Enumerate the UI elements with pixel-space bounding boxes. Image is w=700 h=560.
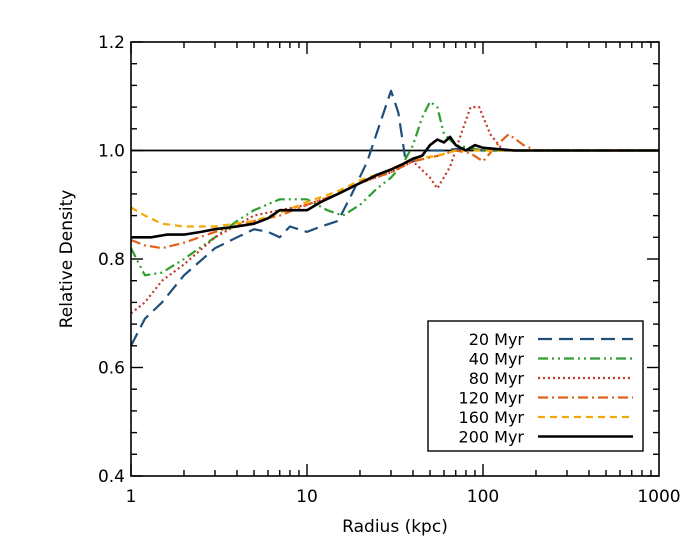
x-tick-label: 10: [296, 487, 318, 507]
legend-label: 80 Myr: [469, 369, 525, 388]
axis-tick-labels: 1 10 100 1000 0.4 0.6 0.8 1.0 1.2: [98, 33, 681, 507]
x-tick-label: 1000: [637, 487, 680, 507]
legend-label: 160 Myr: [459, 408, 525, 427]
y-tick-label: 0.4: [98, 467, 125, 487]
y-tick-label: 0.6: [98, 359, 125, 379]
y-tick-label: 1.2: [98, 33, 125, 53]
x-tick-label: 100: [467, 487, 499, 507]
y-tick-label: 0.8: [98, 250, 125, 270]
y-axis-title: Relative Density: [57, 190, 77, 329]
x-tick-label: 1: [126, 487, 137, 507]
series-group: [130, 89, 659, 347]
legend-box: [427, 320, 644, 452]
series-line-80-myr: [130, 106, 659, 315]
legend-label: 40 Myr: [469, 350, 525, 369]
series-line-20-myr: [130, 89, 659, 347]
legend-label: 20 Myr: [469, 330, 525, 349]
series-line-40-myr: [130, 100, 659, 277]
legend-label: 120 Myr: [459, 389, 525, 408]
legend-label: 200 Myr: [459, 428, 525, 447]
y-tick-label: 1.0: [98, 142, 125, 162]
series-line-160-myr: [130, 149, 659, 228]
x-axis-title: Radius (kpc): [342, 517, 448, 537]
axis-ticks: [130, 41, 659, 477]
series-line-200-myr: [131, 135, 659, 239]
